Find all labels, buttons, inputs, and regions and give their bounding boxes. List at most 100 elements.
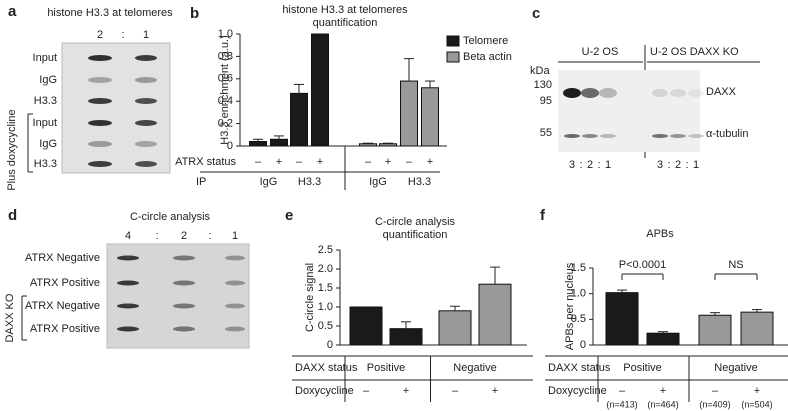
error-bar [253, 138, 263, 142]
band [582, 134, 598, 138]
lane-label: : [208, 230, 211, 242]
category-label: – [363, 385, 370, 397]
bar [605, 292, 639, 346]
y-tick-label: 2.0 [318, 263, 333, 275]
category-label: + [754, 385, 760, 397]
row-label: H3.3 [34, 158, 57, 170]
row-label: ATRX Negative [25, 252, 100, 264]
kda-label: kDa [530, 65, 550, 77]
category-label: – [255, 156, 262, 168]
error-bar [363, 142, 373, 144]
legend-label: Beta actin [463, 51, 512, 63]
bar [359, 143, 377, 147]
error-bar [383, 142, 393, 144]
row-label: IgG [39, 138, 57, 150]
y-tick-label: 0 [327, 339, 333, 351]
lane-label: : [597, 159, 600, 171]
marker-label: 55 [540, 127, 552, 139]
error-bar [658, 331, 668, 334]
category-label: + [403, 385, 409, 397]
y-tick-label: 0.6 [218, 73, 233, 85]
band [600, 134, 616, 138]
band [225, 326, 245, 332]
row-label: DAXX status [548, 362, 611, 374]
category-label: + [660, 385, 666, 397]
marker-label: 95 [540, 95, 552, 107]
bar [421, 87, 439, 147]
n-label: (n=504) [741, 399, 772, 409]
lane-label: : [155, 230, 158, 242]
lane-label: 2 [675, 159, 681, 171]
bar [389, 328, 423, 346]
error-bar [450, 305, 460, 311]
panel-letter: b [190, 5, 199, 22]
error-bar [404, 58, 414, 82]
category-label: – [406, 156, 413, 168]
annotation: P<0.0001 [619, 259, 666, 271]
band [563, 88, 581, 98]
y-tick-label: 0.8 [218, 50, 233, 62]
band [564, 134, 580, 138]
row-label: Input [33, 117, 57, 129]
y-tick-label: 1.0 [571, 288, 586, 300]
y-tick-label: 1.0 [218, 28, 233, 40]
y-tick-label: 0.5 [571, 313, 586, 325]
panel-title: histone H3.3 at telomeres [47, 7, 173, 19]
category-label: – [452, 385, 459, 397]
band [225, 280, 245, 286]
bar [311, 33, 329, 147]
row-label: IP [196, 176, 206, 188]
group-label: Negative [714, 362, 757, 374]
band [225, 255, 245, 261]
bar [249, 141, 267, 147]
band [652, 89, 668, 97]
panel-title: C-circle analysis [130, 211, 211, 223]
y-tick-label: 2.5 [318, 244, 333, 256]
band [599, 88, 617, 98]
row-label: ATRX Positive [30, 323, 100, 335]
category-label: – [712, 385, 719, 397]
error-bar [710, 312, 720, 316]
n-label: (n=413) [606, 399, 637, 409]
error-bar [274, 135, 284, 140]
y-axis-label: APBs per nucleus [564, 262, 576, 350]
lane-label: 3 [569, 159, 575, 171]
lane-label: 1 [143, 29, 149, 41]
band [173, 326, 195, 332]
panel-letter: a [8, 3, 17, 20]
band [88, 77, 112, 83]
row-label: Doxycycline [295, 385, 354, 397]
lane-label: 2 [97, 29, 103, 41]
row-label: H3.3 [34, 95, 57, 107]
group-label: H3.3 [408, 176, 431, 188]
lane-label: 1 [693, 159, 699, 171]
panel-letter: f [540, 207, 546, 224]
band [173, 255, 195, 261]
row-label: Doxycycline [548, 385, 607, 397]
bar [400, 80, 418, 147]
y-tick-label: 1.0 [318, 301, 333, 313]
band [88, 161, 112, 167]
lane-label: 2 [587, 159, 593, 171]
lane-label: : [121, 29, 124, 41]
band [135, 55, 157, 61]
y-tick-label: 0.4 [218, 95, 233, 107]
panel-letter: c [532, 5, 540, 22]
y-tick-label: 0 [580, 339, 586, 351]
row-label: ATRX Negative [25, 300, 100, 312]
group-label: H3.3 [298, 176, 321, 188]
y-tick-label: 1.5 [571, 262, 586, 274]
band [670, 134, 686, 138]
category-label: + [427, 156, 433, 168]
category-label: + [385, 156, 391, 168]
band [88, 98, 112, 104]
band [135, 161, 157, 167]
chart-title: C-circle analysis [375, 216, 456, 228]
lane-label: : [685, 159, 688, 171]
row-label: Input [33, 52, 57, 64]
band [581, 88, 599, 98]
y-tick-label: 1.5 [318, 282, 333, 294]
row-label: DAXX status [295, 362, 358, 374]
lane-label: : [579, 159, 582, 171]
panel-letter: d [8, 207, 17, 224]
